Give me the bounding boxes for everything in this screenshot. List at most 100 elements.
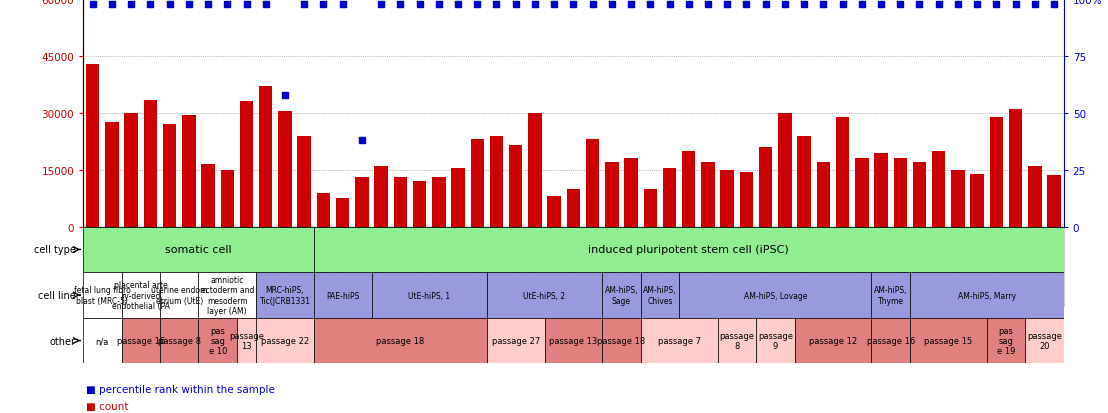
Bar [603,273,640,318]
Text: passage
9: passage 9 [758,331,793,350]
Bar [871,318,910,363]
Bar [410,227,429,306]
Bar [295,227,314,306]
Bar [910,273,1064,318]
Point [718,1,736,8]
Bar [371,227,391,306]
Point [642,1,659,8]
Text: cell type: cell type [33,245,75,255]
Point [930,1,947,8]
Text: UtE-hiPS, 1: UtE-hiPS, 1 [408,291,450,300]
Bar [525,227,544,306]
Point [506,1,524,8]
Bar [948,227,967,306]
Bar [893,159,907,227]
Bar [544,227,564,306]
Bar [833,227,852,306]
Text: passage 7: passage 7 [658,336,700,345]
Bar [429,227,449,306]
Bar [314,227,334,306]
Bar [718,227,737,306]
Bar [239,102,254,227]
Bar [603,318,640,363]
Point [430,1,448,8]
Point [411,1,429,8]
Point [1007,1,1025,8]
Text: other: other [50,336,75,346]
Text: passage 15: passage 15 [924,336,973,345]
Bar [891,227,910,306]
Bar [256,318,314,363]
Bar [356,178,369,227]
Bar [564,227,583,306]
Bar [314,318,486,363]
Point [968,1,986,8]
Bar [314,273,371,318]
Bar [86,64,100,227]
Bar [1006,227,1025,306]
Point [833,1,851,8]
Bar [640,273,679,318]
Bar [256,227,276,306]
Text: n/a: n/a [95,336,109,345]
Bar [987,318,1025,363]
Bar [102,227,122,306]
Bar [486,273,603,318]
Point [526,1,544,8]
Bar [547,197,561,227]
Text: passage 18: passage 18 [377,336,424,345]
Text: passage 16: passage 16 [866,336,915,345]
Bar [1009,110,1023,227]
Bar [179,227,198,306]
Text: induced pluripotent stem cell (iPSC): induced pluripotent stem cell (iPSC) [588,245,789,255]
Bar [237,318,256,363]
Bar [817,163,830,227]
Point [738,1,756,8]
Bar [124,114,137,227]
Bar [256,273,314,318]
Bar [605,163,618,227]
Point [142,1,160,8]
Bar [1025,318,1064,363]
Bar [720,170,733,227]
Text: passage 16: passage 16 [116,336,165,345]
Bar [778,114,791,227]
Text: AM-hiPS, Lovage: AM-hiPS, Lovage [743,291,807,300]
Bar [701,163,715,227]
Point [680,1,698,8]
Bar [987,227,1006,306]
Bar [640,318,718,363]
Text: passage 22: passage 22 [260,336,309,345]
Point [372,1,390,8]
Bar [413,182,427,227]
Text: passage
20: passage 20 [1027,331,1061,350]
Text: passage
13: passage 13 [229,331,264,350]
Bar [202,165,215,227]
Bar [813,227,833,306]
Text: passage 18: passage 18 [597,336,646,345]
Text: AM-hiPS, Marry: AM-hiPS, Marry [957,291,1016,300]
Bar [198,273,256,318]
Point [391,1,409,8]
Bar [566,189,581,227]
Text: PAE-hiPS: PAE-hiPS [326,291,359,300]
Bar [163,125,176,227]
Point [814,1,832,8]
Text: placental arte
ry-derived
endothelial (PA: placental arte ry-derived endothelial (P… [112,280,170,310]
Text: ■ count: ■ count [86,401,129,411]
Bar [297,136,311,227]
Point [1026,1,1044,8]
Bar [471,140,484,227]
Bar [756,318,794,363]
Bar [468,227,486,306]
Bar [1028,166,1042,227]
Bar [679,273,871,318]
Bar [698,227,718,306]
Point [276,92,294,99]
Bar [451,169,464,227]
Bar [449,227,468,306]
Bar [1047,176,1060,227]
Text: passage
8: passage 8 [719,331,755,350]
Text: passage 13: passage 13 [550,336,597,345]
Bar [83,318,122,363]
